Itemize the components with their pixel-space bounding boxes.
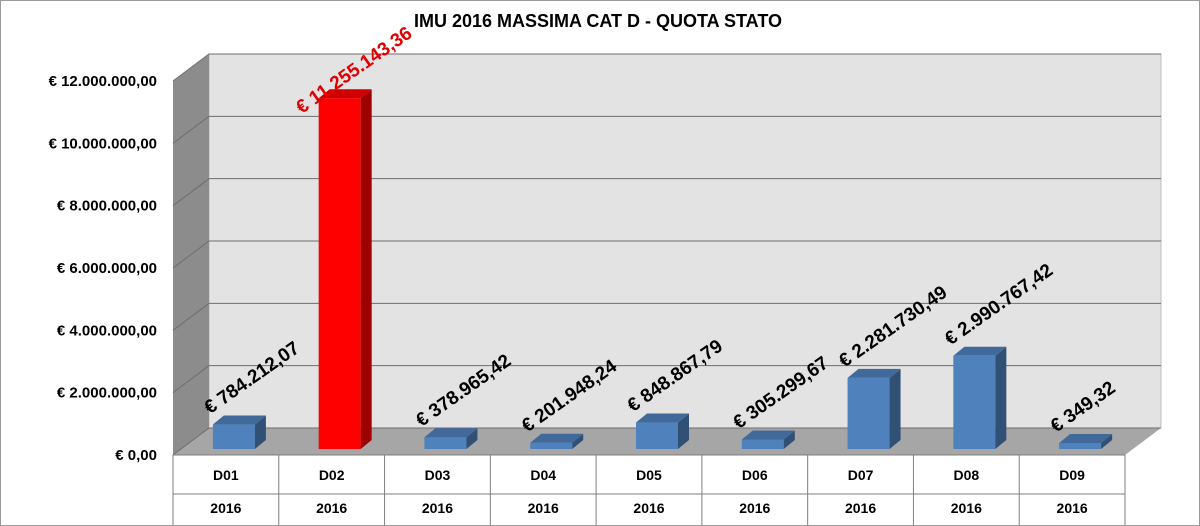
bar-d08 bbox=[953, 346, 1007, 449]
bar-top bbox=[953, 346, 1007, 356]
bar-front bbox=[953, 355, 996, 449]
bar-side bbox=[254, 415, 266, 449]
category-label: D01 bbox=[213, 467, 239, 483]
category-label: D06 bbox=[742, 467, 768, 483]
bar-front bbox=[424, 437, 467, 449]
bar-side bbox=[572, 433, 584, 449]
bar-top bbox=[636, 413, 689, 423]
category-year-label: 2016 bbox=[633, 500, 664, 516]
category-label: D08 bbox=[953, 467, 979, 483]
category-year-label: 2016 bbox=[210, 500, 241, 516]
bar-side bbox=[889, 368, 901, 449]
gridline bbox=[172, 178, 1161, 207]
bar-top bbox=[318, 89, 372, 99]
bar-side bbox=[360, 89, 372, 450]
gridline bbox=[172, 115, 1161, 144]
category-year-label: 2016 bbox=[845, 500, 876, 516]
bar-top bbox=[424, 428, 478, 438]
bar-d09 bbox=[1059, 434, 1113, 449]
bar-front bbox=[741, 439, 784, 449]
bar-side bbox=[1101, 434, 1113, 449]
category-label: D09 bbox=[1059, 467, 1085, 483]
category-year-label: 2016 bbox=[1057, 500, 1088, 516]
gridline bbox=[172, 302, 1161, 331]
category-year-label: 2016 bbox=[528, 500, 559, 516]
y-tick-label: € 12.000.000,00 bbox=[49, 73, 157, 90]
chart-title: IMU 2016 MASSIMA CAT D - QUOTA STATO bbox=[414, 11, 782, 31]
y-tick-label: € 6.000.000,00 bbox=[57, 260, 157, 277]
category-label: D05 bbox=[636, 467, 662, 483]
bar-top bbox=[212, 415, 266, 425]
y-tick-label: € 10.000.000,00 bbox=[49, 135, 157, 152]
bar-front bbox=[847, 377, 890, 449]
bar-d01 bbox=[212, 415, 266, 449]
bar-side bbox=[783, 430, 795, 449]
y-tick-label: € 2.000.000,00 bbox=[57, 385, 157, 402]
category-year-label: 2016 bbox=[951, 500, 982, 516]
y-tick-label: € 4.000.000,00 bbox=[57, 322, 157, 339]
y-tick-label: € 0,00 bbox=[115, 447, 157, 464]
gridline bbox=[172, 427, 1161, 456]
bar-front bbox=[530, 442, 573, 449]
bar-front bbox=[636, 422, 678, 449]
gridline bbox=[172, 53, 1161, 82]
y-axis-ticks: € 0,00 € 2.000.000,00 € 4.000.000,00 € 6.00… bbox=[49, 73, 157, 464]
bar-side bbox=[995, 346, 1007, 449]
bar-top bbox=[1059, 434, 1113, 443]
bar-d02 bbox=[318, 89, 372, 450]
bar-front bbox=[318, 98, 361, 450]
category-label: D02 bbox=[319, 467, 345, 483]
bar-d04 bbox=[530, 433, 584, 449]
category-year-label: 2016 bbox=[422, 500, 453, 516]
bar-series bbox=[212, 89, 1113, 450]
bar-front bbox=[212, 424, 255, 449]
gridline bbox=[172, 240, 1161, 269]
category-label: D04 bbox=[530, 467, 556, 483]
bar-d03 bbox=[424, 428, 478, 449]
bar-side bbox=[678, 413, 689, 449]
bar-d05 bbox=[636, 413, 689, 449]
category-table: D01 2016 D02 2016 D03 2016 D04 2016 D05 2016 D06 20… bbox=[172, 454, 1126, 525]
category-label: D07 bbox=[848, 467, 874, 483]
bar-top bbox=[741, 430, 795, 440]
gridlines bbox=[172, 53, 1161, 456]
gridline bbox=[172, 365, 1161, 394]
bar-top bbox=[847, 368, 901, 378]
bar-top bbox=[530, 433, 584, 443]
bar-d07 bbox=[847, 368, 901, 449]
bar-side bbox=[466, 428, 478, 449]
category-year-label: 2016 bbox=[316, 500, 347, 516]
bar-front bbox=[1059, 443, 1102, 449]
y-tick-label: € 8.000.000,00 bbox=[57, 198, 157, 215]
bar-d06 bbox=[741, 430, 795, 449]
category-label: D03 bbox=[425, 467, 451, 483]
category-year-label: 2016 bbox=[739, 500, 770, 516]
